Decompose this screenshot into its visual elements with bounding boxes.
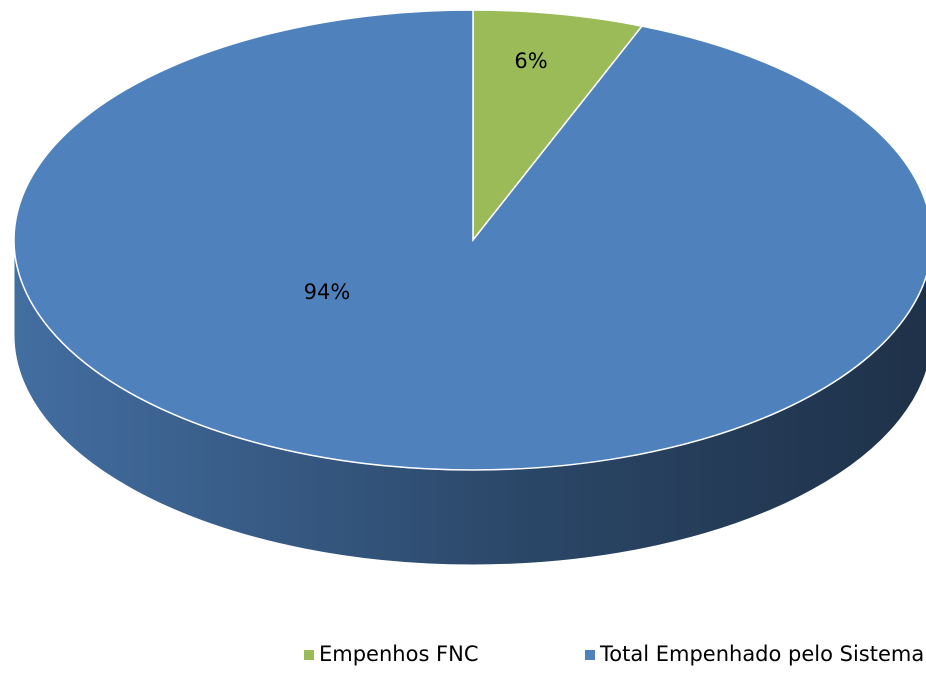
legend-label: Total Empenhado pelo Sistema MinC <box>599 642 926 666</box>
legend-swatch <box>304 650 314 660</box>
data-label: 6% <box>514 49 547 73</box>
legend-swatch <box>585 650 595 660</box>
legend-label: Empenhos FNC <box>319 642 479 666</box>
pie-slice <box>472 9 644 243</box>
pie-slice <box>13 9 926 471</box>
data-label: 94% <box>304 280 351 304</box>
